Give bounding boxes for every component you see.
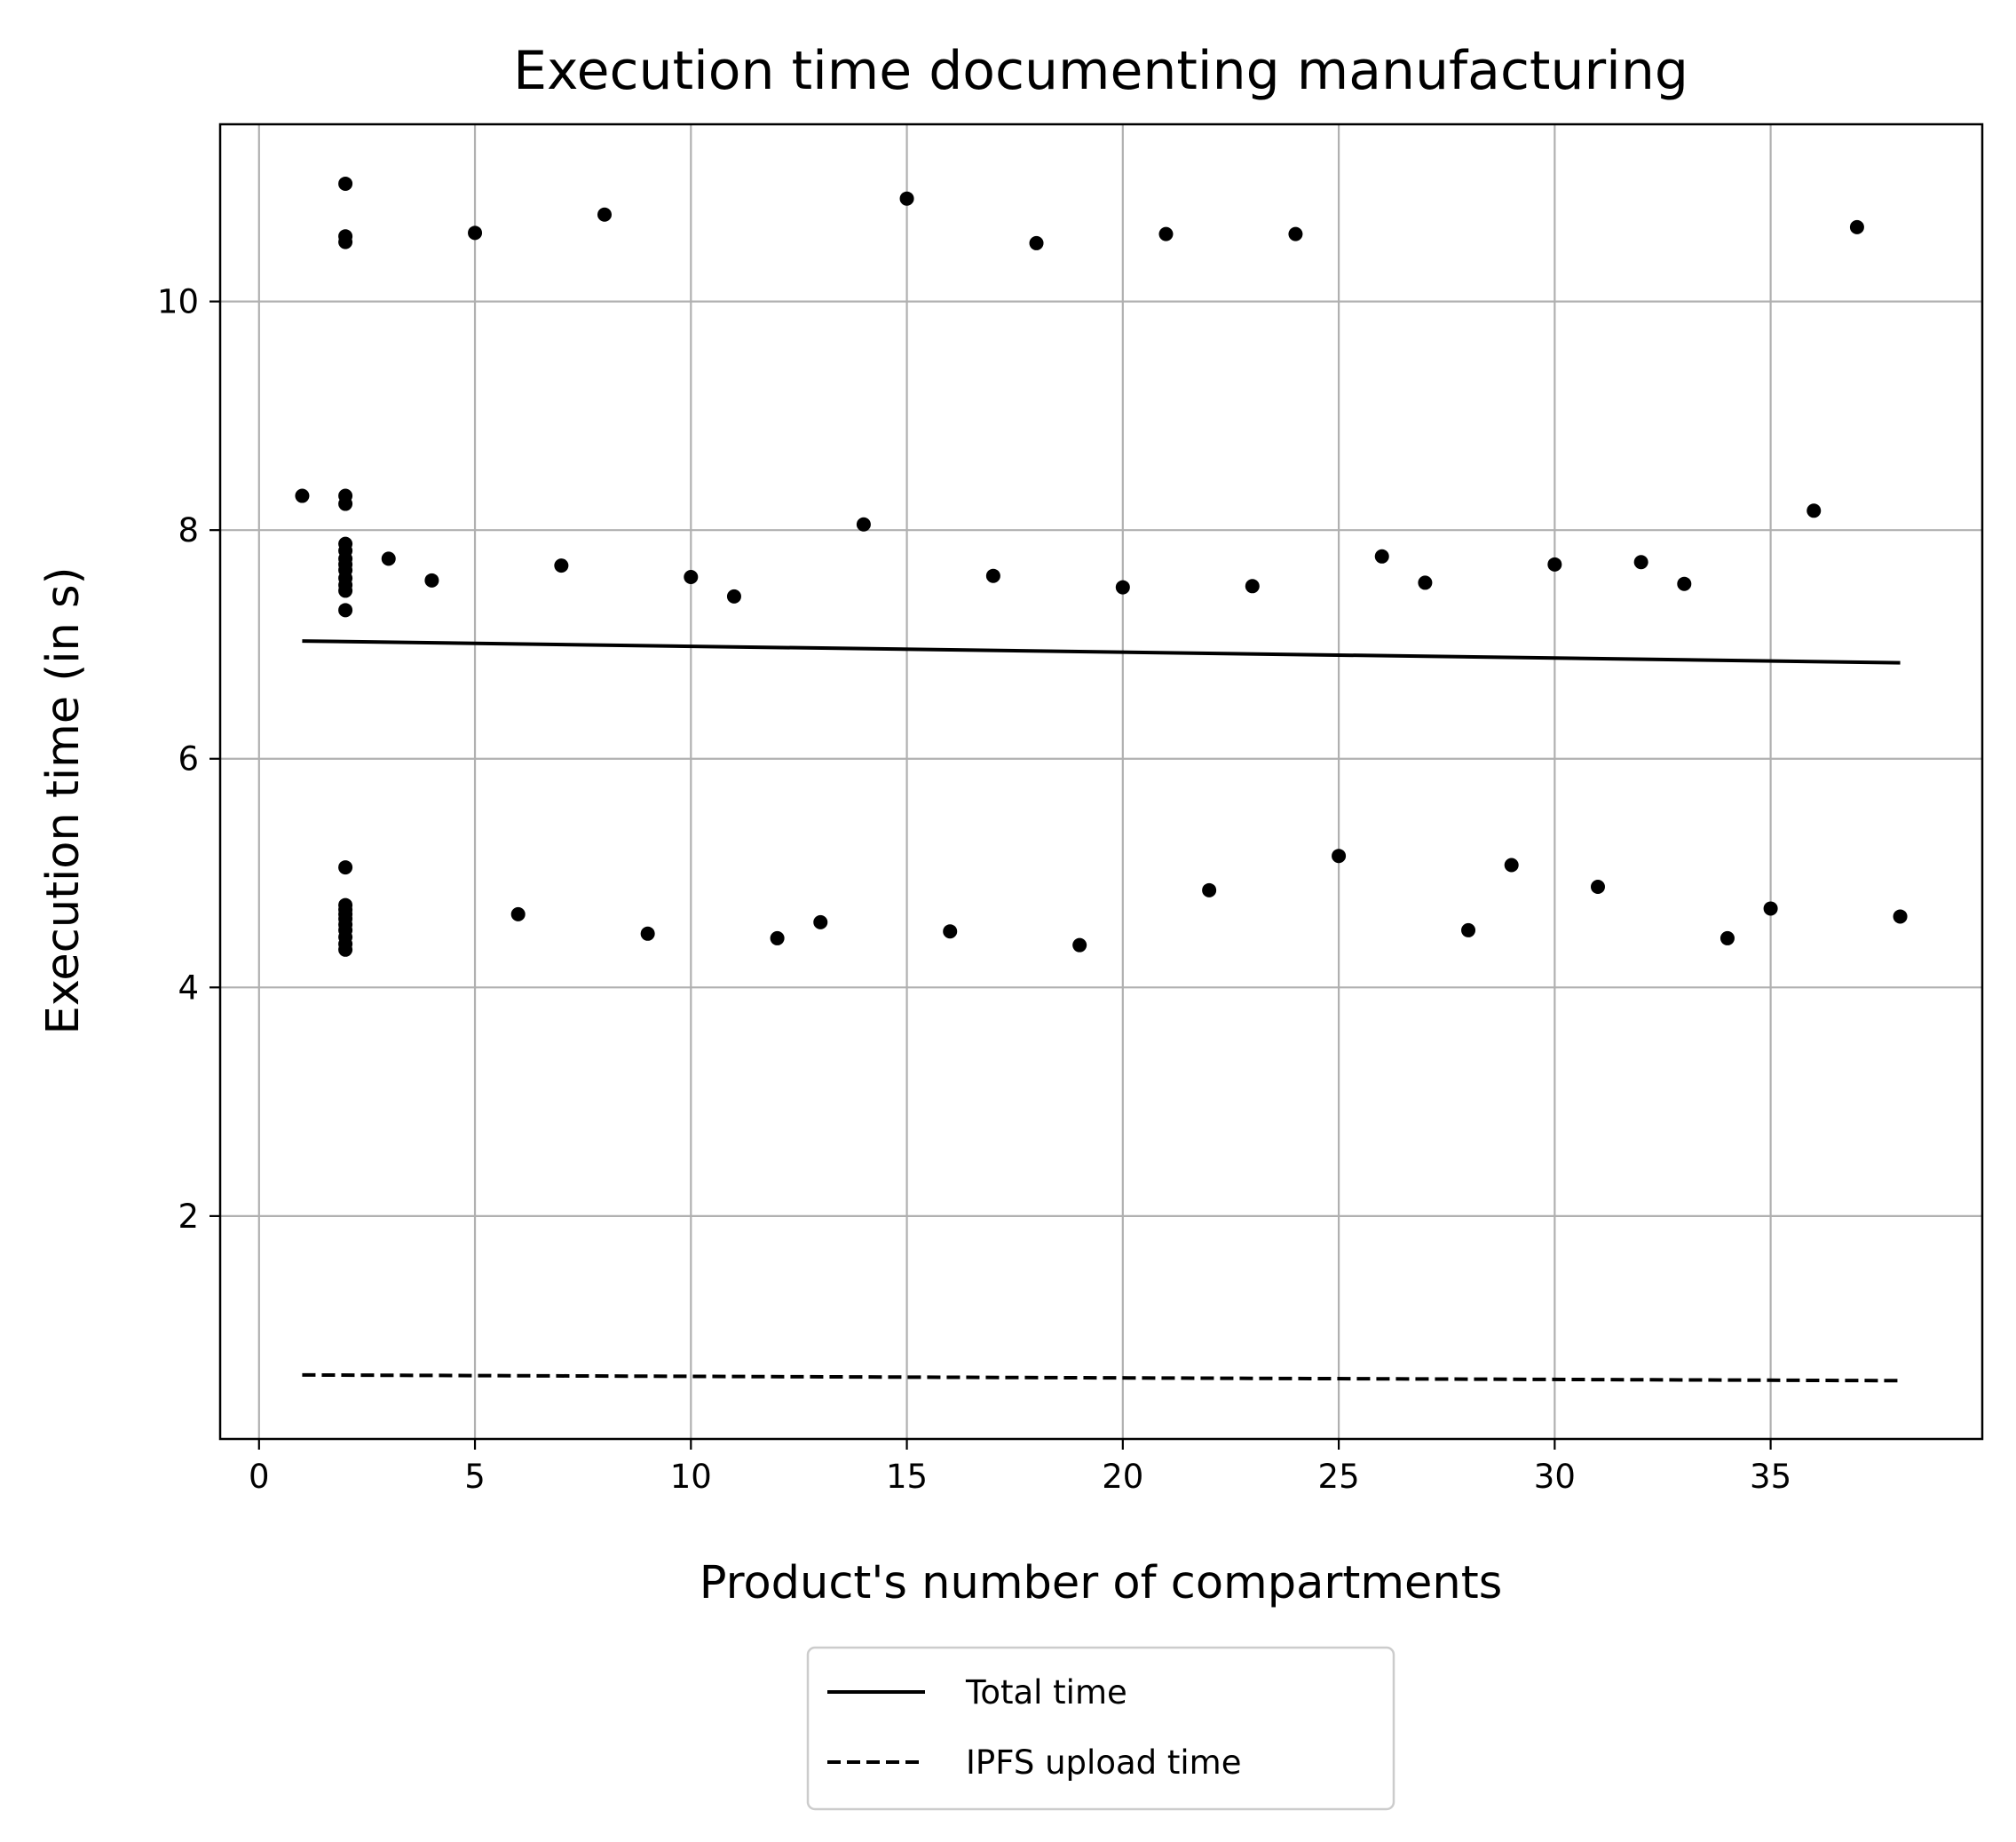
x-tick-label: 20: [1102, 1458, 1143, 1496]
grid-lines: [220, 124, 1982, 1439]
data-point: [985, 568, 1000, 583]
data-point: [1633, 555, 1648, 570]
data-point: [338, 496, 353, 511]
x-tick-label: 30: [1534, 1458, 1576, 1496]
data-point: [424, 573, 439, 588]
data-point: [1590, 879, 1605, 894]
data-point: [1245, 579, 1260, 594]
series-line-total-time: [302, 639, 1901, 665]
data-point: [554, 558, 569, 573]
data-point: [1115, 580, 1130, 595]
y-tick-label: 4: [178, 968, 199, 1007]
data-point: [726, 589, 741, 604]
data-point: [813, 914, 828, 929]
data-point: [1461, 922, 1476, 937]
x-tick-label: 5: [464, 1458, 486, 1496]
x-tick-label: 35: [1750, 1458, 1791, 1496]
data-point: [1720, 930, 1735, 945]
data-point: [1849, 219, 1864, 234]
legend-box: [806, 1646, 1395, 1811]
data-point: [640, 926, 655, 941]
data-point: [1202, 882, 1217, 897]
data-point: [510, 906, 526, 921]
data-point: [770, 930, 785, 945]
data-point: [1288, 226, 1303, 241]
data-point: [338, 603, 353, 618]
x-axis-label: Product's number of compartments: [700, 1557, 1503, 1609]
y-axis-label: Execution time (in s): [37, 567, 90, 1035]
y-tick-label: 6: [178, 740, 199, 779]
data-point: [856, 517, 871, 532]
x-tick-label: 15: [886, 1458, 928, 1496]
data-point: [899, 191, 914, 206]
legend-label-ipfs-upload-time: IPFS upload time: [966, 1743, 1241, 1782]
y-tick-label: 10: [157, 283, 199, 321]
data-point: [597, 207, 613, 222]
data-point: [338, 234, 353, 249]
data-point: [1677, 576, 1692, 591]
y-tick-label: 2: [178, 1198, 199, 1236]
scatter-points: [295, 176, 1908, 957]
x-tick-label: 10: [670, 1458, 712, 1496]
data-point: [1504, 858, 1519, 873]
data-point: [1029, 235, 1044, 250]
data-point: [1806, 503, 1822, 518]
y-axis-ticks: 2 4 6 8 10: [157, 283, 220, 1236]
data-point: [468, 225, 483, 241]
data-point: [1763, 901, 1778, 916]
data-point: [381, 551, 396, 566]
x-axis-ticks: 0 5 10 15 20 25 30 35: [249, 1439, 1791, 1496]
data-point: [338, 860, 353, 875]
x-tick-label: 25: [1318, 1458, 1360, 1496]
data-point: [1547, 557, 1562, 572]
y-tick-label: 8: [178, 511, 199, 549]
chart-title: Execution time documenting manufacturing: [513, 40, 1688, 102]
legend-label-total-time: Total time: [965, 1673, 1127, 1712]
legend: Total time IPFS upload time: [806, 1646, 1395, 1811]
data-point: [295, 488, 310, 503]
data-point: [338, 583, 353, 598]
data-point: [943, 924, 958, 939]
data-point: [1332, 849, 1347, 864]
data-point: [338, 942, 353, 957]
x-tick-label: 0: [249, 1458, 270, 1496]
data-point: [1418, 575, 1433, 590]
data-point: [684, 569, 699, 584]
data-point: [338, 176, 353, 191]
data-point: [1374, 549, 1389, 564]
series-line-ipfs-upload-time: [302, 1372, 1901, 1383]
data-point: [1158, 226, 1174, 241]
data-point: [1893, 909, 1908, 924]
plot-frame: [218, 123, 1984, 1441]
data-point: [1072, 937, 1087, 953]
series-lines: [302, 639, 1901, 1383]
